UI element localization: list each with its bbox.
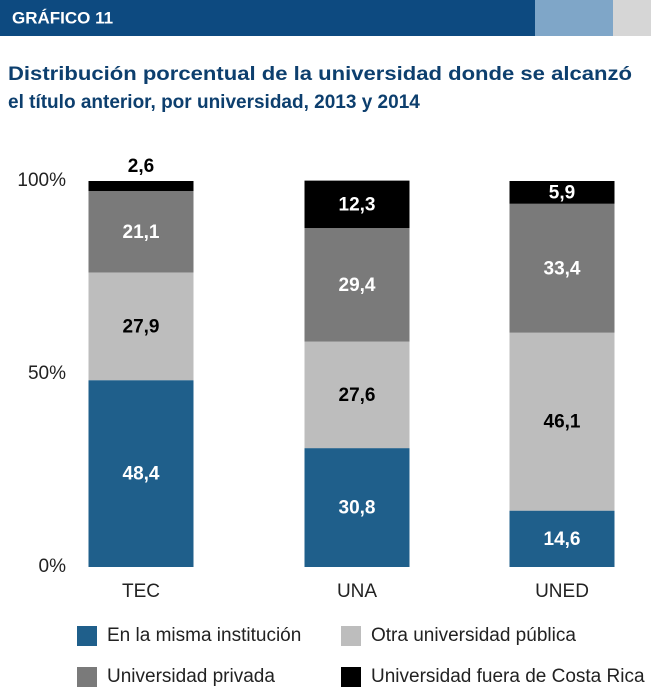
legend-label: Universidad privada — [107, 666, 275, 687]
data-label: 27,9 — [123, 316, 160, 337]
bar-segment — [304, 228, 410, 342]
header-accent — [613, 0, 651, 36]
bar-segment — [304, 180, 410, 229]
header-band — [0, 0, 535, 36]
data-label: 2,6 — [128, 156, 154, 177]
data-label: 21,1 — [123, 222, 160, 243]
bar-segment — [88, 380, 194, 567]
x-tick-label: UNED — [535, 581, 589, 602]
bar-segment — [509, 181, 615, 204]
bar-segment — [88, 181, 194, 192]
data-label: 48,4 — [123, 464, 160, 485]
bar-segment — [304, 448, 410, 567]
chart-title: el título anterior, por universidad, 201… — [8, 92, 420, 113]
legend-swatch — [77, 667, 97, 687]
bar-segment — [304, 341, 410, 449]
data-label: 14,6 — [544, 529, 581, 550]
chart-title: Distribución porcentual de la universida… — [8, 64, 632, 85]
bar-segment — [509, 510, 615, 567]
bar-segment — [509, 203, 615, 333]
data-label: 29,4 — [339, 275, 376, 296]
data-label: 46,1 — [544, 412, 581, 433]
x-tick-label: TEC — [122, 581, 160, 602]
legend-swatch — [341, 626, 361, 646]
chart-label: GRÁFICO 11 — [12, 8, 113, 27]
header-accent — [535, 0, 613, 36]
legend-label: Otra universidad pública — [371, 625, 576, 646]
data-label: 33,4 — [544, 258, 581, 279]
y-tick-label: 100% — [17, 170, 66, 191]
y-tick-label: 50% — [28, 363, 66, 384]
data-label: 27,6 — [339, 385, 376, 406]
bar-segment — [88, 191, 194, 273]
legend-label: En la misma institución — [107, 625, 301, 646]
data-label: 30,8 — [339, 498, 376, 519]
y-tick-label: 0% — [39, 556, 67, 577]
bar-segment — [509, 332, 615, 511]
data-label: 5,9 — [549, 182, 575, 203]
legend-swatch — [341, 667, 361, 687]
legend-label: Universidad fuera de Costa Rica — [371, 666, 645, 687]
legend-swatch — [77, 626, 97, 646]
data-label: 12,3 — [339, 194, 376, 215]
bar-segment — [88, 272, 194, 381]
x-tick-label: UNA — [337, 581, 377, 602]
